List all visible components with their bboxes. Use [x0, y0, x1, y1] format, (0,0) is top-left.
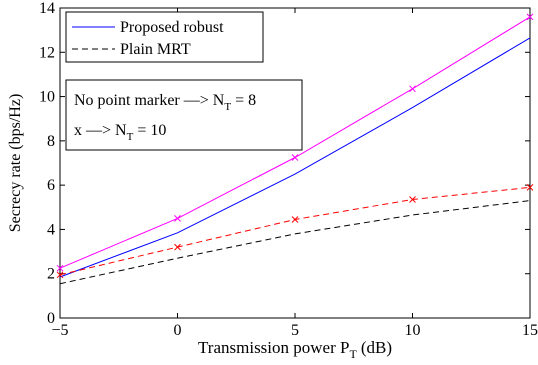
- x-tick-label: 10: [405, 322, 421, 339]
- x-axis-label: Transmission power PT (dB): [198, 338, 392, 361]
- annotation-frame: [65, 79, 303, 151]
- series-3-marker: [526, 184, 534, 191]
- legend: Proposed robust Plain MRT: [65, 11, 264, 63]
- y-tick-label: 10: [39, 89, 55, 106]
- y-tick-label: 0: [47, 310, 55, 327]
- series-layer: [56, 13, 534, 285]
- series-line-0: [59, 37, 531, 278]
- series-3-marker: [56, 271, 64, 279]
- y-tick-label: 2: [47, 266, 55, 283]
- annotation-line-2: x ––> NT = 10: [74, 122, 166, 143]
- series-3-marker: [409, 196, 416, 203]
- annotation-box: No point marker ––> NT = 8 x ––> NT = 10: [65, 79, 303, 151]
- annotation-line-1: No point marker ––> NT = 8: [74, 92, 256, 113]
- series-1-marker: [56, 264, 64, 272]
- series-line-2: [59, 200, 531, 285]
- series-1-marker: [409, 85, 416, 93]
- series-3-marker: [291, 216, 299, 223]
- y-tick-label: 14: [39, 0, 55, 17]
- x-tick-label: 5: [291, 322, 299, 339]
- x-tick-label: 15: [522, 322, 538, 339]
- y-axis-label: Secrecy rate (bps/Hz): [7, 94, 24, 233]
- y-tick-label: 4: [47, 221, 55, 238]
- legend-label-proposed-robust: Proposed robust: [120, 19, 224, 36]
- legend-label-plain-mrt: Plain MRT: [120, 41, 191, 58]
- legend-box: [65, 11, 264, 63]
- series-1-marker: [174, 215, 181, 222]
- x-tick-label: 0: [174, 322, 182, 339]
- series-1-marker: [526, 13, 534, 21]
- y-tick-label: 8: [47, 133, 55, 150]
- x-tick-label: −5: [51, 322, 68, 339]
- series-1-marker: [291, 154, 299, 161]
- y-tick-label: 6: [47, 177, 55, 194]
- series-3-marker: [174, 243, 181, 251]
- y-tick-label: 12: [39, 44, 55, 61]
